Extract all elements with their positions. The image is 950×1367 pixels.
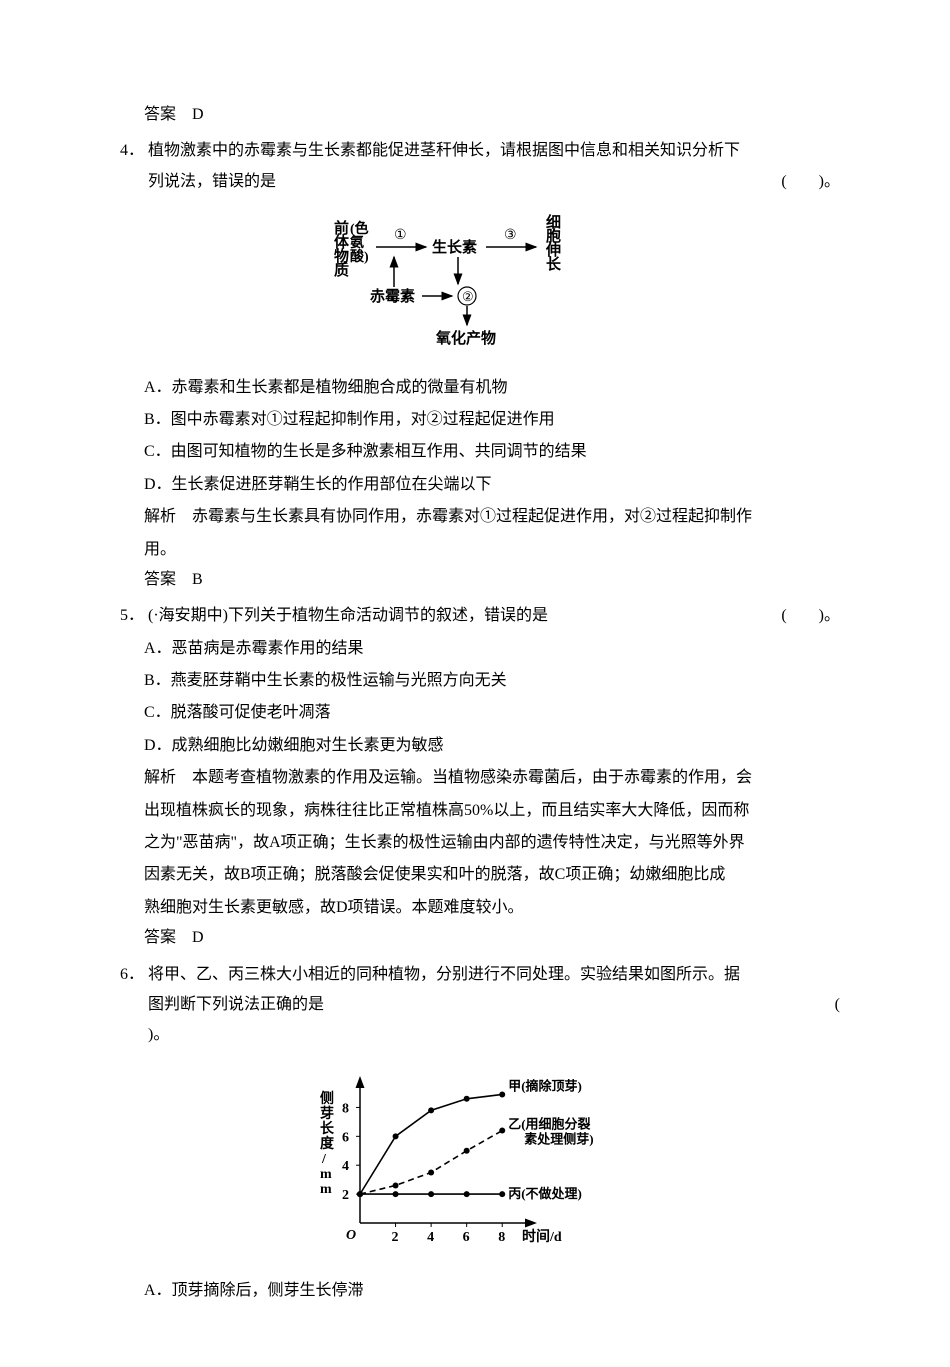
q4-option-b: B．图中赤霉素对①过程起抑制作用，对②过程起促进作用 [144, 405, 840, 435]
svg-text:8: 8 [498, 1230, 505, 1245]
q5-answer-value: D [192, 929, 204, 946]
q5-number: 5． [120, 601, 148, 631]
q5-line1: (·海安期中)下列关于植物生命活动调节的叙述，错误的是 [148, 607, 548, 624]
q4-line2: 列说法，错误的是 [148, 173, 276, 190]
q5-answer-label: 答案 [144, 929, 176, 946]
q4-option-d: D．生长素促进胚芽鞘生长的作用部位在尖端以下 [144, 470, 840, 500]
cell-elong-text: 细胞伸长 [545, 213, 562, 273]
question-4: 4． 植物激素中的赤霉素与生长素都能促进茎秆伸长，请根据图中信息和相关知识分析下… [120, 136, 840, 197]
q4-line1: 植物激素中的赤霉素与生长素都能促进茎秆伸长，请根据图中信息和相关知识分析下 [148, 136, 840, 166]
svg-text:侧: 侧 [320, 1090, 334, 1107]
q6-paren2: ( [835, 990, 840, 1020]
svg-text:m: m [320, 1182, 332, 1197]
q5-explain-label: 解析 [144, 769, 176, 786]
ga-text: 赤霉素 [370, 287, 415, 305]
q4-answer: 答案 B [144, 565, 840, 595]
arrow-3-label: ③ [504, 228, 517, 243]
svg-text:O: O [346, 1228, 356, 1243]
q6-line2: 图判断下列说法正确的是 [148, 996, 324, 1013]
arrow-1-label: ① [394, 228, 407, 243]
svg-text:m: m [320, 1167, 332, 1182]
svg-text:2: 2 [392, 1230, 399, 1245]
svg-text:8: 8 [342, 1101, 349, 1116]
question-5: 5． (·海安期中)下列关于植物生命活动调节的叙述，错误的是 ( )。 [120, 601, 840, 631]
svg-text:素处理侧芽): 素处理侧芽) [524, 1131, 593, 1146]
svg-text:4: 4 [342, 1159, 349, 1174]
question-6: 6． 将甲、乙、丙三株大小相近的同种植物，分别进行不同处理。实验结果如图所示。据… [120, 960, 840, 1051]
q5-option-a: A．恶苗病是赤霉素作用的结果 [144, 634, 840, 664]
q6-line1: 将甲、乙、丙三株大小相近的同种植物，分别进行不同处理。实验结果如图所示。据 [148, 960, 840, 990]
q5-explain-l2: 出现植株疯长的现象，病株往往比正常植株高50%以上，而且结实率大大降低，因而称 [144, 796, 840, 826]
q4-option-c: C．由图可知植物的生长是多种激素相互作用、共同调节的结果 [144, 437, 840, 467]
q3-answer-value: D [192, 106, 204, 123]
auxin-text: 生长素 [432, 238, 477, 256]
q4-option-a: A．赤霉素和生长素都是植物细胞合成的微量有机物 [144, 373, 840, 403]
svg-text:4: 4 [427, 1230, 434, 1245]
q6-number: 6． [120, 960, 148, 1051]
q4-diagram: 前体物质 (色氨酸) ① 生长素 ③ 细胞伸长 赤霉素 ② 氧化产物 [120, 209, 840, 360]
q4-explain-label: 解析 [144, 508, 176, 525]
svg-text:6: 6 [342, 1130, 349, 1145]
oxidation-text: 氧化产物 [435, 329, 496, 347]
q4-number: 4． [120, 136, 148, 197]
q4-paren: ( )。 [781, 167, 840, 197]
q5-option-c: C．脱落酸可促使老叶凋落 [144, 698, 840, 728]
q4-answer-value: B [192, 571, 203, 588]
q5-option-d: D．成熟细胞比幼嫩细胞对生长素更为敏感 [144, 731, 840, 761]
q5-explain-l4: 因素无关，故B项正确；脱落酸会促使果实和叶的脱落，故C项正确；幼嫩细胞比成 [144, 860, 840, 890]
svg-text:乙(用细胞分裂: 乙(用细胞分裂 [508, 1116, 591, 1131]
svg-text:长: 长 [320, 1120, 335, 1137]
svg-text:度: 度 [320, 1135, 335, 1152]
q5-option-b: B．燕麦胚芽鞘中生长素的极性运输与光照方向无关 [144, 666, 840, 696]
q5-explain-l3: 之为"恶苗病"，故A项正确；生长素的极性运输由内部的遗传特性决定，与光照等外界 [144, 828, 840, 858]
svg-text:时间/d: 时间/d [522, 1228, 562, 1245]
q6-option-a: A．顶芽摘除后，侧芽生长停滞 [144, 1276, 840, 1306]
svg-text:丙(不做处理): 丙(不做处理) [508, 1186, 582, 1201]
q4-answer-label: 答案 [144, 571, 176, 588]
q4-explain-l2: 用。 [144, 535, 840, 565]
q6-chart: O24682468时间/d侧芽长度/mm甲(摘除顶芽)乙(用细胞分裂素处理侧芽)… [120, 1063, 840, 1264]
q4-explain-l1: 赤霉素与生长素具有协同作用，赤霉素对①过程起促进作用，对②过程起抑制作 [192, 508, 752, 525]
q3-answer-label: 答案 [144, 106, 176, 123]
svg-text:芽: 芽 [320, 1105, 334, 1122]
q6-paren3: )。 [148, 1020, 840, 1050]
q5-answer: 答案 D [144, 923, 840, 953]
q3-answer: 答案 D [144, 100, 840, 130]
svg-text:/: / [321, 1152, 327, 1167]
q5-explain-l1: 本题考查植物激素的作用及运输。当植物感染赤霉菌后，由于赤霉素的作用，会 [192, 769, 752, 786]
precursor-text: 前体物质 [334, 219, 350, 279]
svg-text:6: 6 [463, 1230, 470, 1245]
q5-explain: 解析 本题考查植物激素的作用及运输。当植物感染赤霉菌后，由于赤霉素的作用，会 [144, 763, 840, 793]
svg-text:甲(摘除顶芽): 甲(摘除顶芽) [508, 1078, 582, 1093]
q5-paren: ( )。 [781, 601, 840, 631]
precursor-paren: (色氨酸) [350, 220, 369, 265]
svg-text:2: 2 [342, 1188, 349, 1203]
arrow-2-label: ② [462, 289, 474, 304]
q4-explain: 解析 赤霉素与生长素具有协同作用，赤霉素对①过程起促进作用，对②过程起抑制作 [144, 502, 840, 532]
q5-explain-l5: 熟细胞对生长素更敏感，故D项错误。本题难度较小。 [144, 893, 840, 923]
